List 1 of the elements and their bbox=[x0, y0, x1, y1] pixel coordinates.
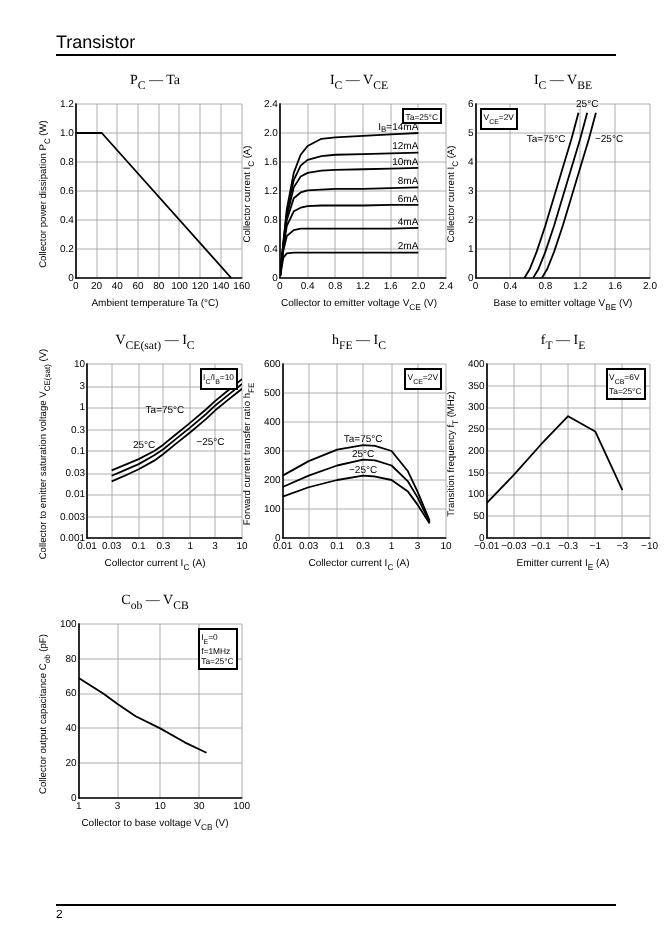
text: Transistor bbox=[56, 32, 136, 52]
